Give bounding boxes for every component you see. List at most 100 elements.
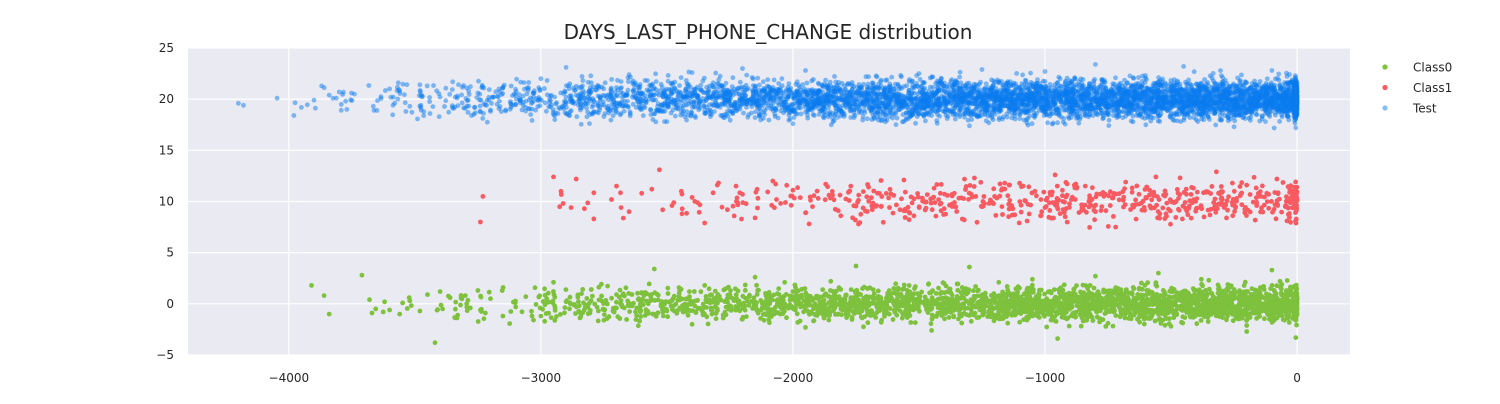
data-point xyxy=(1065,220,1070,225)
data-point xyxy=(900,316,905,321)
data-point xyxy=(1200,302,1205,307)
data-point xyxy=(1185,212,1190,217)
data-point xyxy=(1230,203,1235,208)
data-point xyxy=(1252,175,1257,180)
data-point xyxy=(925,305,930,310)
data-point xyxy=(624,285,629,290)
data-point xyxy=(453,307,458,312)
data-point xyxy=(791,306,796,311)
data-point xyxy=(879,320,884,325)
data-point xyxy=(1265,199,1270,204)
data-point xyxy=(982,194,987,199)
data-point xyxy=(1274,283,1279,288)
data-point xyxy=(1026,202,1031,207)
data-point xyxy=(1011,206,1016,211)
data-point xyxy=(1094,298,1099,303)
data-point xyxy=(702,283,707,288)
data-point xyxy=(1099,208,1104,213)
data-point xyxy=(1073,197,1078,202)
data-point xyxy=(551,175,556,180)
data-point xyxy=(1024,290,1029,295)
data-point xyxy=(911,292,916,297)
data-point xyxy=(1052,287,1057,292)
data-point xyxy=(922,199,927,204)
data-point xyxy=(743,288,748,293)
data-point xyxy=(453,300,458,305)
data-point xyxy=(530,314,535,319)
data-point xyxy=(954,209,959,214)
data-point xyxy=(1033,305,1038,310)
data-point xyxy=(1043,205,1048,210)
data-point xyxy=(1254,186,1259,191)
data-point xyxy=(1089,301,1094,306)
data-point xyxy=(405,306,410,311)
data-point xyxy=(891,193,896,198)
data-point xyxy=(670,307,675,312)
data-point xyxy=(1258,210,1263,215)
data-point xyxy=(887,205,892,210)
data-point xyxy=(1059,292,1064,297)
data-point xyxy=(1176,207,1181,212)
data-point xyxy=(833,302,838,307)
data-point xyxy=(997,317,1002,322)
data-point xyxy=(1039,197,1044,202)
data-point xyxy=(542,319,547,324)
data-point xyxy=(1091,318,1096,323)
data-point xyxy=(938,202,943,207)
data-point xyxy=(887,297,892,302)
data-point xyxy=(1218,296,1223,301)
data-point xyxy=(1099,204,1104,209)
data-point xyxy=(871,287,876,292)
data-point xyxy=(622,305,627,310)
data-point xyxy=(1244,289,1249,294)
data-point xyxy=(1063,292,1068,297)
data-point xyxy=(962,311,967,316)
data-point xyxy=(1173,215,1178,220)
data-point xyxy=(803,286,808,291)
data-point xyxy=(858,300,863,305)
data-point xyxy=(1174,304,1179,309)
data-point xyxy=(953,117,958,122)
data-point xyxy=(533,285,538,290)
data-point xyxy=(1225,286,1230,291)
data-point xyxy=(698,202,703,207)
data-point xyxy=(879,194,884,199)
data-point xyxy=(688,302,693,307)
data-point xyxy=(531,318,536,323)
data-point xyxy=(1210,184,1215,189)
data-point xyxy=(1216,283,1221,288)
data-point xyxy=(1278,279,1283,284)
data-point xyxy=(1027,294,1032,299)
data-point xyxy=(666,291,671,296)
data-point xyxy=(1005,193,1010,198)
data-point xyxy=(891,211,896,216)
data-point xyxy=(680,206,685,211)
data-point xyxy=(1186,291,1191,296)
data-point xyxy=(1164,201,1169,206)
data-point xyxy=(1126,316,1131,321)
data-point xyxy=(744,314,749,319)
data-point xyxy=(1053,173,1058,178)
data-point xyxy=(1249,295,1254,300)
data-point xyxy=(480,116,485,121)
data-point xyxy=(955,299,960,304)
data-point xyxy=(784,183,789,188)
data-point xyxy=(913,284,918,289)
data-point xyxy=(1002,181,1007,186)
data-point xyxy=(1165,308,1170,313)
data-point xyxy=(665,314,670,319)
data-point xyxy=(1098,316,1103,321)
data-point xyxy=(1005,321,1010,326)
data-point xyxy=(382,299,387,304)
data-point xyxy=(844,197,849,202)
data-point xyxy=(1130,186,1135,191)
data-point xyxy=(605,284,610,289)
data-point xyxy=(1180,314,1185,319)
data-point xyxy=(1158,321,1163,326)
data-point xyxy=(942,206,947,211)
data-point xyxy=(1081,283,1086,288)
data-point xyxy=(1026,309,1031,314)
data-point xyxy=(773,305,778,310)
data-point xyxy=(644,299,649,304)
data-point xyxy=(875,191,880,196)
